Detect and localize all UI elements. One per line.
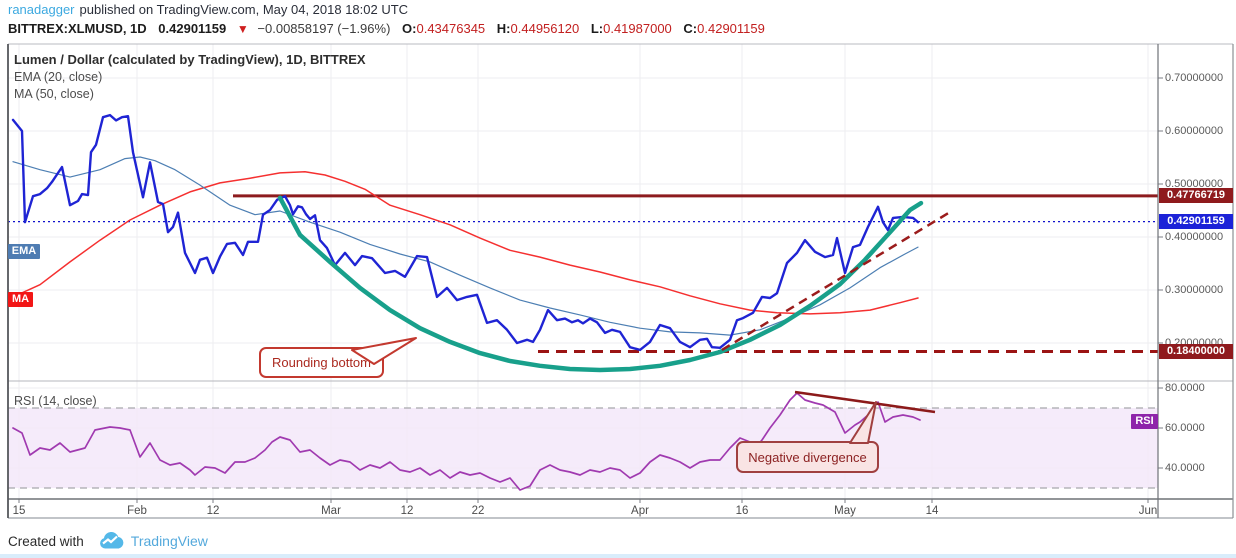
- bottom-accent-strip: [0, 554, 1236, 558]
- symbol-info-bar: BITTREX:XLMUSD, 1D 0.42901159 ▼ −0.00858…: [8, 21, 765, 36]
- price-change: −0.00858197 (−1.96%): [257, 21, 391, 36]
- last-price: 0.42901159: [158, 21, 227, 36]
- tradingview-brand-link[interactable]: TradingView: [130, 533, 208, 549]
- symbol-name[interactable]: BITTREX:XLMUSD, 1D: [8, 21, 147, 36]
- low-label: L:: [590, 21, 604, 36]
- publish-info: ranadagger published on TradingView.com, …: [8, 2, 408, 17]
- high-value: 0.44956120: [510, 21, 580, 36]
- high-label: H:: [496, 21, 511, 36]
- price-down-arrow-icon: ▼: [236, 22, 249, 36]
- username-link[interactable]: ranadagger: [8, 2, 75, 17]
- close-label: C:: [683, 21, 698, 36]
- published-text: published on TradingView.com, May 04, 20…: [79, 2, 409, 17]
- footer: Created with TradingView: [8, 530, 208, 552]
- open-value: 0.43476345: [416, 21, 486, 36]
- open-label: O:: [402, 21, 417, 36]
- price-series[interactable]: [11, 113, 920, 352]
- tradingview-cloud-logo-icon[interactable]: [98, 532, 124, 550]
- ascending-trendline[interactable]: [721, 211, 951, 351]
- low-value: 0.41987000: [603, 21, 672, 36]
- ema20-series[interactable]: [12, 156, 919, 336]
- rounding-bottom-arc-series[interactable]: [277, 195, 924, 373]
- ma50-series[interactable]: [12, 171, 919, 315]
- created-with-text: Created with: [8, 533, 84, 549]
- close-value: 0.42901159: [697, 21, 765, 36]
- rsi14-series[interactable]: [12, 392, 921, 491]
- rsi-band: [8, 408, 1158, 488]
